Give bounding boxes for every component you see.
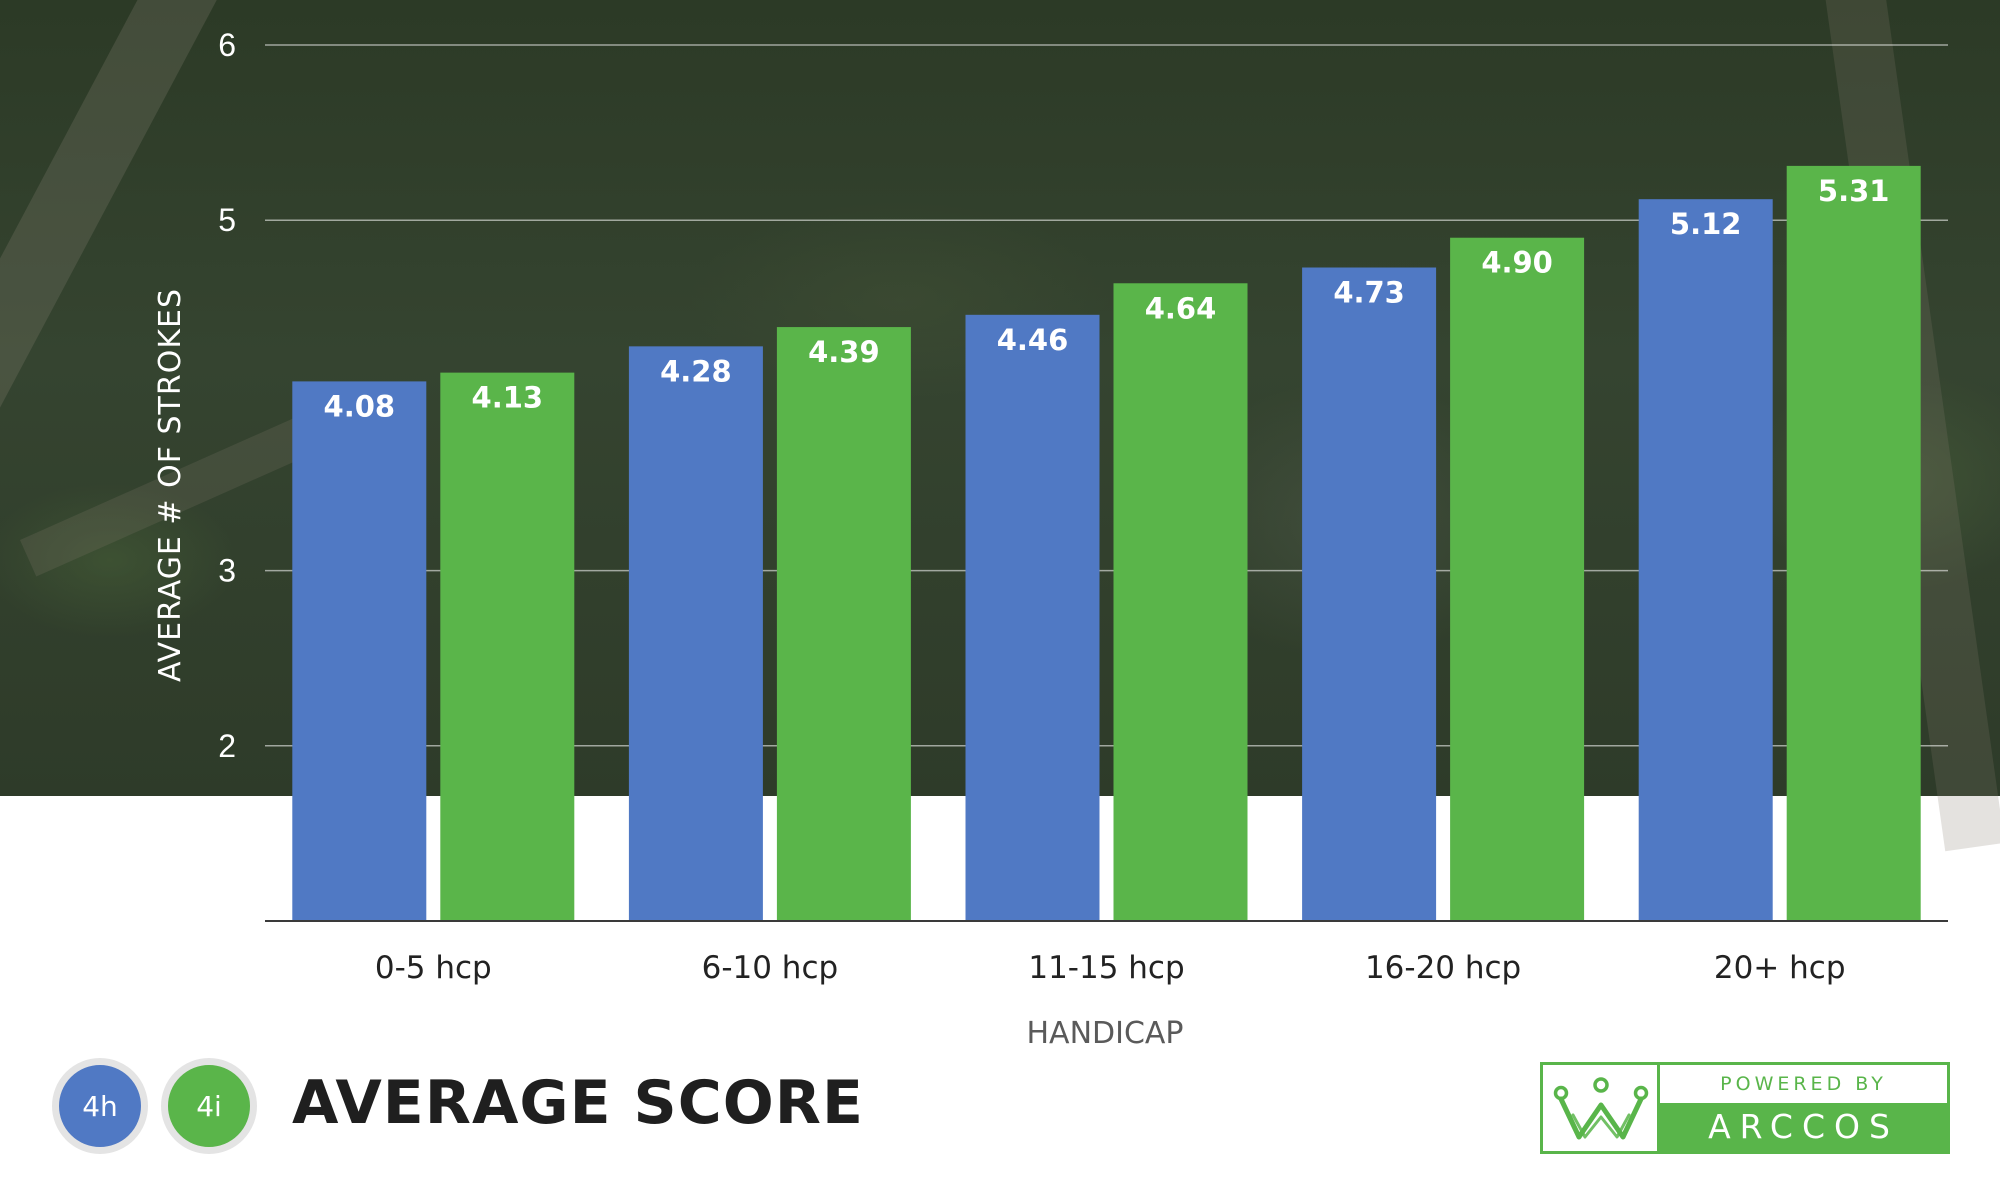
x-tick-label: 0-5 hcp <box>375 950 492 986</box>
logo-brand: ARCCOS <box>1660 1103 1947 1151</box>
bar-4i <box>1786 165 1921 921</box>
bar-4i <box>1113 283 1248 922</box>
bar-value-label: 4.08 <box>324 389 396 423</box>
bar-value-label: 4.73 <box>1333 276 1405 310</box>
y-tick-label: 2 <box>218 728 236 764</box>
bar-value-label: 5.31 <box>1818 174 1890 208</box>
legend-4h-disc: 4h <box>52 1058 148 1154</box>
value-labels: 4.08 4.13 4.28 4.39 4.46 4.64 4.73 4.90 5.12 5.31 <box>324 174 1890 423</box>
legend-4h-label: 4h <box>82 1089 118 1123</box>
bar-value-label: 4.64 <box>1145 291 1217 325</box>
x-tick-label: 6-10 hcp <box>702 950 839 986</box>
x-tick-label: 16-20 hcp <box>1365 950 1521 986</box>
bar-value-label: 4.46 <box>997 323 1069 357</box>
logo-divider <box>1657 1065 1660 1151</box>
bar-4h <box>965 314 1100 922</box>
bar-value-label: 4.39 <box>808 335 880 369</box>
bar-4i <box>1450 237 1585 922</box>
y-tick-label: 3 <box>218 553 236 589</box>
legend-4i-label: 4i <box>196 1089 222 1123</box>
bar-4i <box>776 327 911 921</box>
bar-value-label: 4.90 <box>1481 246 1553 280</box>
bars <box>292 165 1921 922</box>
bar-4i <box>440 372 575 921</box>
logo-powered-by: POWERED BY <box>1720 1073 1887 1095</box>
y-tick-label: 6 <box>218 27 236 63</box>
bar-4h <box>1638 199 1773 921</box>
arccos-logo: POWERED BY ARCCOS <box>1540 1062 1950 1154</box>
y-axis-title: AVERAGE # OF STROKES <box>153 288 188 682</box>
y-tick-label: 5 <box>218 202 236 238</box>
legend-4i-disc: 4i <box>161 1058 257 1154</box>
x-axis-ticks: 0-5 hcp 6-10 hcp 11-15 hcp 16-20 hcp 20+ hcp <box>375 950 1846 986</box>
x-axis-title: HANDICAP <box>1026 1016 1184 1051</box>
bar-value-label: 4.13 <box>472 381 544 415</box>
x-tick-label: 11-15 hcp <box>1028 950 1184 986</box>
chart-title: AVERAGE SCORE <box>292 1068 864 1138</box>
bar-value-label: 4.28 <box>660 354 732 388</box>
y-axis-ticks: 2 3 5 6 <box>218 27 236 764</box>
bar-value-label: 5.12 <box>1670 207 1742 241</box>
crown-icon <box>1553 1077 1649 1140</box>
x-tick-label: 20+ hcp <box>1714 950 1846 986</box>
bar-4h <box>628 346 763 921</box>
bar-4h <box>292 381 427 921</box>
bar-4h <box>1302 267 1437 921</box>
